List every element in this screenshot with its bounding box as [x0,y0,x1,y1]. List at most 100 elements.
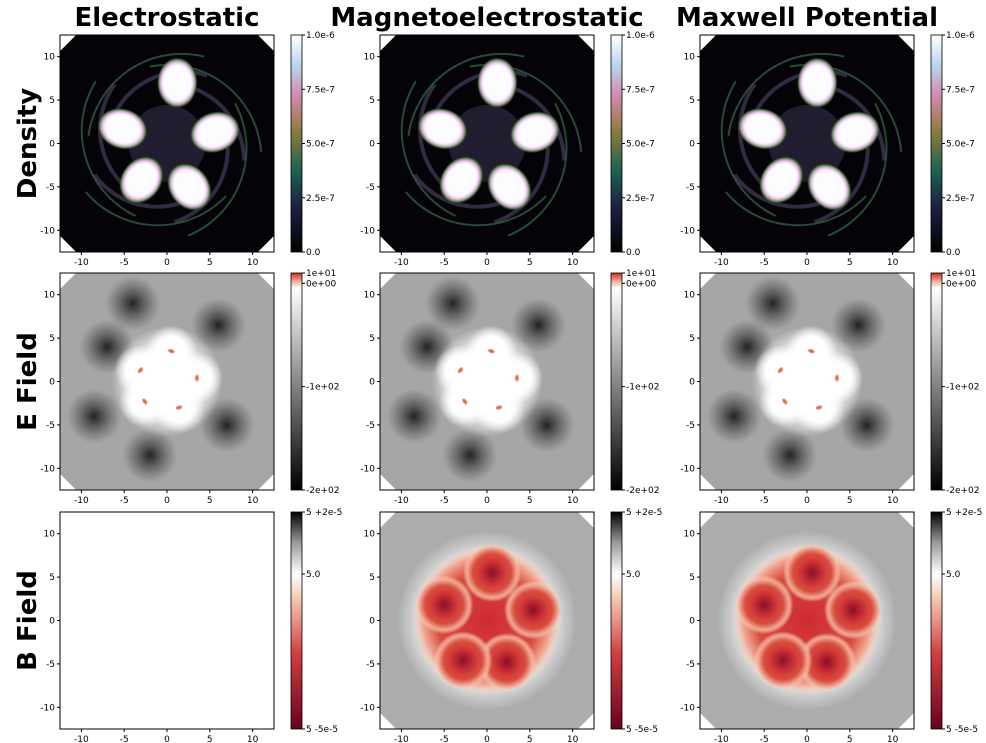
y-tick-label: 5 [369,573,375,583]
y-tick-label: 0 [689,617,695,627]
colorbar-tick-label: 1.0e-6 [306,31,335,41]
x-tick-label: -10 [74,735,89,743]
y-tick-label: -10 [40,226,55,236]
x-tick-label: -10 [74,258,89,268]
colorbar-tick-label: 1.0e-6 [946,31,975,41]
x-tick-label: 0 [804,496,810,506]
colorbar-tick-label: 5.0e-7 [946,140,975,150]
x-tick-label: 5 [207,258,213,268]
row-label: E Field [13,332,43,431]
y-tick-label: 0 [49,378,55,388]
colorbar [931,273,942,490]
x-tick-label: 10 [887,735,899,743]
colorbar-tick-label: 5 -5e-5 [306,725,338,735]
colorbar-tick-label: 0e+00 [626,279,657,289]
x-tick-label: -10 [394,258,409,268]
dark-lobe [518,595,549,626]
dark-region [67,389,122,444]
x-tick-label: -5 [440,496,449,506]
x-tick-label: -5 [760,735,769,743]
x-tick-label: 5 [847,496,853,506]
y-tick-label: 10 [364,53,376,63]
colorbar [291,512,302,729]
dark-lobe [491,647,522,678]
x-tick-label: 5 [527,258,533,268]
heatmap-panel [380,273,594,490]
dark-lobe [811,647,842,678]
y-tick-label: 10 [44,53,56,63]
x-tick-label: 0 [164,735,170,743]
y-tick-label: -5 [366,183,375,193]
column-title: Magnetoelectrostatic [330,3,643,33]
colorbar-tick-label: 1e+01 [946,269,976,279]
x-tick-label: -10 [74,496,89,506]
colorbar-tick-label: 1e+01 [306,269,336,279]
colorbar-tick-label: -2e+02 [626,486,660,496]
heatmap-image [700,512,914,729]
x-tick-label: 10 [567,496,579,506]
colorbar [291,35,302,252]
colorbar-tick-label: -1e+02 [626,383,660,393]
density-blob [157,57,198,108]
y-tick-label: 10 [684,291,696,301]
heatmap-panel [700,512,914,729]
y-tick-label: 5 [689,573,695,583]
colorbar-tick-label: 0.0 [626,248,641,258]
dark-lobe [797,557,828,588]
heatmap-panel [45,30,274,263]
row-label: Density [13,88,43,200]
colorbar-tick-label: 7.5e-7 [306,85,335,95]
y-tick-label: 0 [369,378,375,388]
y-tick-label: 0 [49,617,55,627]
y-tick-label: -5 [46,421,55,431]
y-tick-label: 10 [684,530,696,540]
colorbar-tick-label: 5.0e-7 [306,140,335,150]
x-tick-label: 5 [207,496,213,506]
density-blob [797,57,838,108]
y-tick-label: -10 [40,703,55,713]
x-tick-label: 5 [527,735,533,743]
x-tick-label: 10 [567,258,579,268]
colorbar-tick-label: 1e+01 [626,269,656,279]
x-tick-label: -5 [120,735,129,743]
heatmap-image [380,273,594,490]
x-tick-label: 10 [247,496,259,506]
dark-lobe [429,589,460,620]
colorbar-tick-label: 5 +2e-5 [946,508,982,518]
y-tick-label: -10 [680,226,695,236]
y-tick-label: 5 [49,334,55,344]
dark-region [707,389,762,444]
heatmap-panel [685,30,914,263]
dark-lobe [749,589,780,620]
colorbar-tick-label: -2e+02 [306,486,340,496]
heatmap-panel [380,512,594,729]
y-tick-label: -5 [46,183,55,193]
row-label: B Field [13,570,43,671]
colorbar [291,273,302,490]
dark-region [745,276,800,331]
y-tick-label: 5 [49,96,55,106]
y-tick-label: -5 [366,421,375,431]
y-tick-label: -10 [40,464,55,474]
colorbar-tick-label: 5 -5e-5 [626,725,658,735]
dark-region [425,276,480,331]
heatmap-panel [700,273,914,490]
colorbar [931,512,942,729]
colorbar-tick-label: 5.0e-7 [626,140,655,150]
y-tick-label: 10 [44,530,56,540]
heatmap-image [60,273,274,490]
x-tick-label: -5 [440,258,449,268]
x-tick-label: -5 [760,258,769,268]
y-tick-label: -5 [46,660,55,670]
x-tick-label: 10 [247,258,259,268]
y-tick-label: -10 [680,464,695,474]
x-tick-label: 10 [887,496,899,506]
colorbar-tick-label: -1e+02 [946,383,980,393]
colorbar-tick-label: 0e+00 [946,279,977,289]
colorbar-tick-label: -2e+02 [946,486,980,496]
x-tick-label: 0 [164,496,170,506]
x-tick-label: -5 [120,258,129,268]
x-tick-label: 5 [527,496,533,506]
y-tick-label: 0 [369,617,375,627]
y-tick-label: 0 [49,140,55,150]
